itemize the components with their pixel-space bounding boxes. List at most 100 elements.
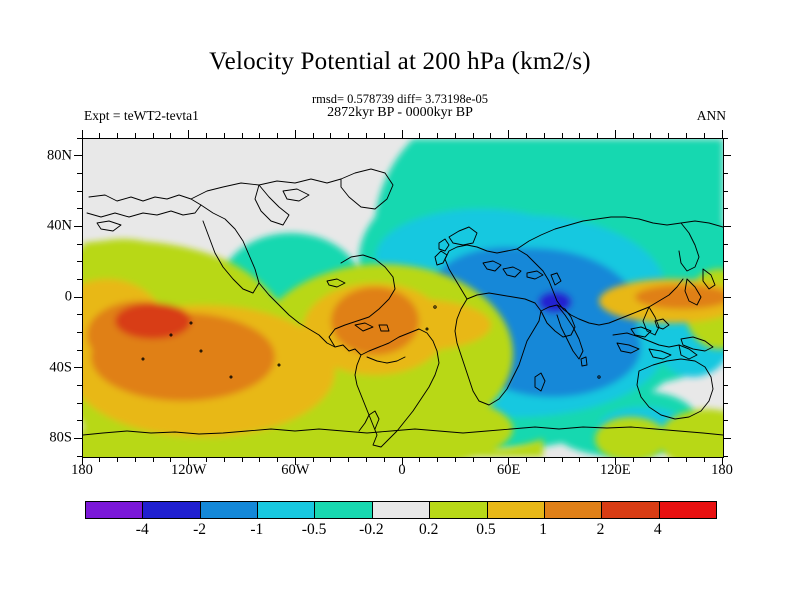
x-tick (454, 457, 456, 462)
colorbar-segment (659, 502, 716, 518)
period-label: 2872kyr BP - 0000kyr BP (327, 105, 473, 120)
y-tick (723, 190, 728, 192)
colorbar-segment (602, 502, 660, 518)
x-axis-label: 120W (170, 462, 207, 478)
x-tick (561, 133, 563, 138)
y-tick (77, 172, 82, 174)
x-axis-label: 0 (398, 462, 406, 478)
x-tick (81, 130, 83, 138)
x-tick (685, 133, 687, 138)
y-tick (723, 243, 728, 245)
y-tick (74, 367, 82, 369)
experiment-label: Expt = teWT2-tevta1 (84, 108, 199, 123)
x-tick (419, 133, 421, 138)
x-tick (223, 133, 225, 138)
colorbar-tick-label: -4 (135, 521, 149, 538)
x-tick (223, 457, 225, 462)
x-tick (419, 457, 421, 462)
y-tick (77, 420, 82, 422)
x-tick (117, 133, 119, 138)
y-axis-label: 40N (47, 217, 72, 234)
colorbar-segment (372, 502, 431, 518)
y-tick (74, 296, 82, 298)
colorbar (85, 501, 717, 519)
colorbar-segment (143, 502, 201, 518)
y-tick (74, 437, 82, 439)
x-tick (597, 133, 599, 138)
colorbar-segment (200, 502, 259, 518)
x-tick (330, 133, 332, 138)
x-tick (312, 457, 314, 462)
x-tick (259, 457, 261, 462)
x-tick (401, 130, 403, 138)
y-tick (723, 384, 728, 386)
colorbar-tick-label: 1 (539, 521, 548, 538)
y-tick (723, 261, 728, 263)
y-tick (723, 296, 731, 298)
colorbar-tick-labels: -4 -2 -1 -0.5 -0.2 0.2 0.5 1 2 4 (85, 521, 715, 543)
colorbar-segment (544, 502, 603, 518)
x-tick (294, 457, 296, 465)
y-tick (77, 278, 82, 280)
x-tick (490, 457, 492, 462)
x-tick (668, 133, 670, 138)
y-tick (723, 155, 731, 157)
y-tick (77, 261, 82, 263)
y-tick (77, 384, 82, 386)
colorbar-segment (315, 502, 373, 518)
x-tick (685, 457, 687, 462)
x-axis-label: 180 (71, 462, 93, 478)
x-tick (454, 133, 456, 138)
x-tick (81, 457, 83, 465)
colorbar-tick-label: -0.5 (301, 521, 327, 538)
x-tick (525, 133, 527, 138)
x-tick (134, 133, 136, 138)
y-tick (723, 420, 728, 422)
y-tick (74, 225, 82, 227)
x-tick (294, 130, 296, 138)
x-tick (348, 457, 350, 462)
y-axis-label: 80N (47, 147, 72, 164)
y-tick (77, 190, 82, 192)
x-tick (721, 457, 723, 465)
y-tick (723, 455, 728, 457)
colorbar-tick-label: 4 (653, 521, 662, 538)
x-tick (99, 457, 101, 462)
colorbar-tick-label: -0.2 (359, 521, 384, 538)
y-tick (723, 437, 731, 439)
y-tick (723, 208, 728, 210)
y-tick (723, 137, 728, 139)
y-tick (77, 455, 82, 457)
x-tick (472, 133, 474, 138)
statistics-line: rmsd= 0.578739 diff= 3.73198e-05 (311, 92, 488, 106)
x-axis-label: 60E (496, 462, 521, 478)
colorbar-tick-label: -2 (193, 521, 206, 538)
x-tick (383, 457, 385, 462)
coastline-overlay (83, 168, 723, 448)
colorbar-tick-label: 0.5 (476, 521, 496, 538)
x-tick (330, 457, 332, 462)
season-label: ANN (696, 108, 726, 123)
x-tick (188, 457, 190, 465)
x-tick (205, 133, 207, 138)
x-tick (668, 457, 670, 462)
x-axis-label: 60W (281, 462, 310, 478)
y-tick (77, 349, 82, 351)
x-tick (508, 457, 510, 465)
y-tick (77, 402, 82, 404)
x-axis-label: 120E (600, 462, 631, 478)
colorbar-tick-label: -1 (250, 521, 264, 538)
x-tick (721, 130, 723, 138)
colorbar-tick-label: 0.2 (418, 521, 439, 538)
y-tick (77, 243, 82, 245)
x-tick (543, 133, 545, 138)
y-tick (77, 137, 82, 139)
y-tick (723, 349, 728, 351)
x-tick (383, 133, 385, 138)
x-tick (437, 133, 439, 138)
x-tick (205, 457, 207, 462)
y-tick (723, 367, 731, 369)
x-tick (348, 133, 350, 138)
x-tick (401, 457, 403, 465)
